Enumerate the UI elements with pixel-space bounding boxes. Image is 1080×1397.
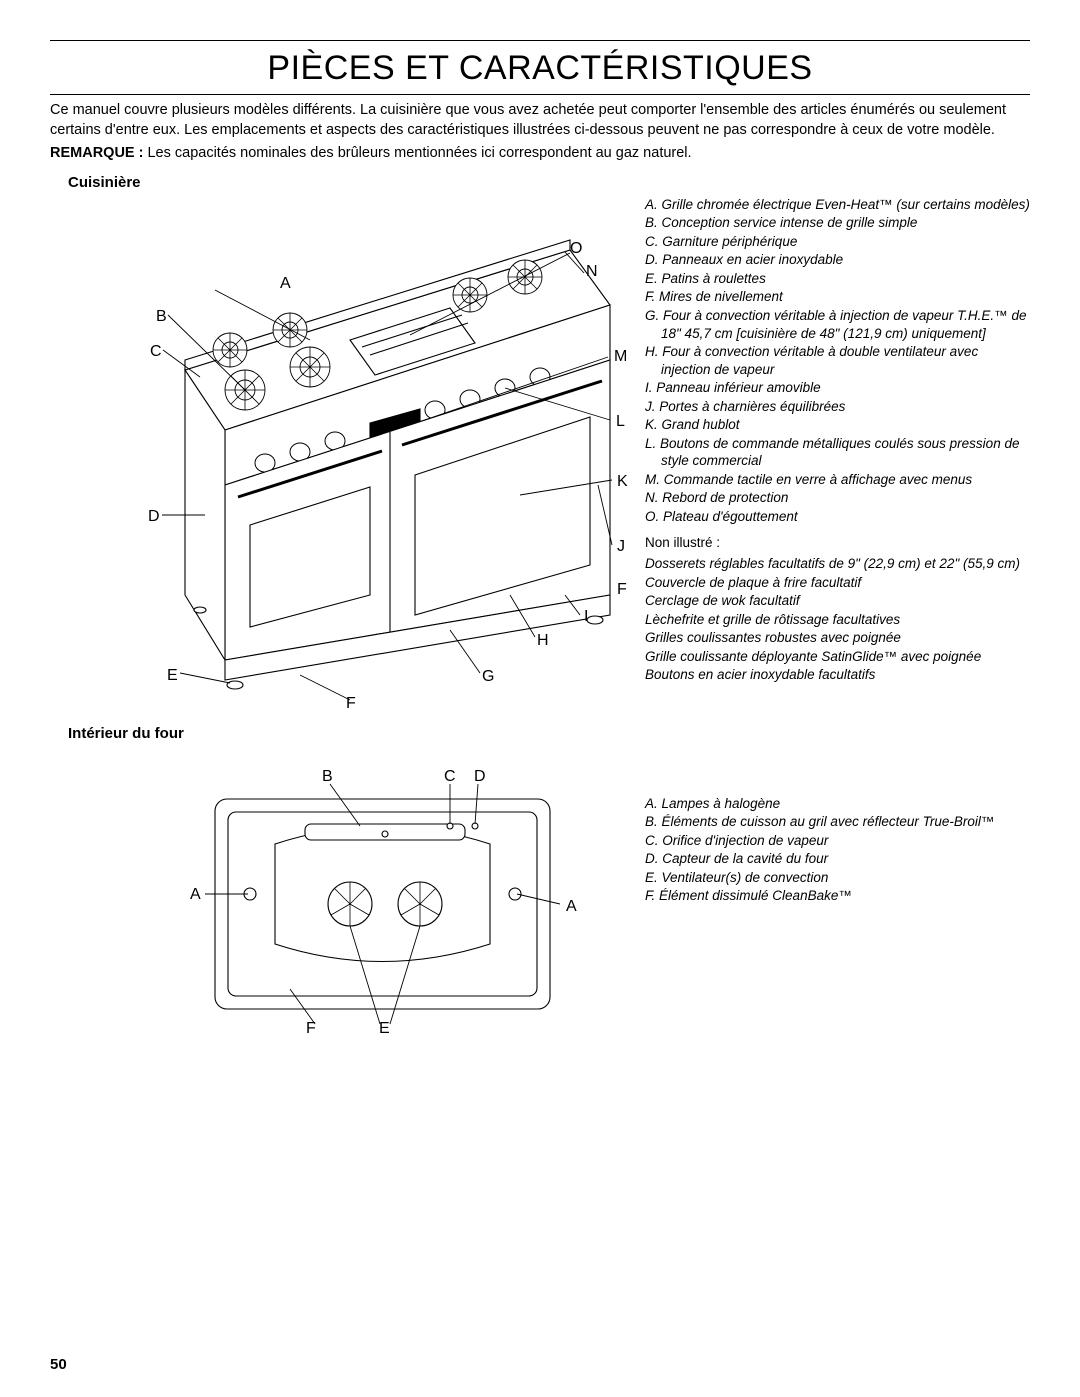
- legend-j: J. Portes à charnières équilibrées: [645, 398, 1030, 416]
- callout-d: D: [148, 508, 160, 526]
- callout-i: I: [584, 608, 588, 626]
- not-shown-b: Couvercle de plaque à frire facultatif: [645, 574, 1030, 592]
- callout-l: L: [616, 413, 625, 431]
- legend-k: K. Grand hublot: [645, 416, 1030, 434]
- callout-k: K: [617, 473, 628, 491]
- range-svg: [50, 195, 645, 715]
- legend-c: C. Garniture périphérique: [645, 233, 1030, 251]
- not-shown-d: Lèchefrite et grille de rôtissage facult…: [645, 611, 1030, 629]
- callout-b: B: [156, 308, 167, 326]
- oven-legend-a: A. Lampes à halogène: [645, 795, 1030, 813]
- oven-legend-d: D. Capteur de la cavité du four: [645, 850, 1030, 868]
- oven-row: A A B C D E F A. Lampes à halogène B. Él…: [50, 754, 1030, 1044]
- callout-n: N: [586, 263, 598, 281]
- oven-legend: A. Lampes à halogène B. Éléments de cuis…: [645, 754, 1030, 906]
- not-shown-c: Cerclage de wok facultatif: [645, 592, 1030, 610]
- oven-callout-a: A: [190, 886, 201, 904]
- legend-h: H. Four à convection véritable à double …: [645, 343, 1030, 378]
- range-row: A B C D E F G H I F J K L M N O A. Grill…: [50, 195, 1030, 715]
- oven-svg: [50, 754, 645, 1044]
- oven-legend-c: C. Orifice d'injection de vapeur: [645, 832, 1030, 850]
- note-text: Les capacités nominales des brûleurs men…: [143, 145, 691, 161]
- callout-a: A: [280, 275, 291, 293]
- manual-page: PIÈCES ET CARACTÉRISTIQUES Ce manuel cou…: [0, 0, 1080, 1397]
- legend-e: E. Patins à roulettes: [645, 270, 1030, 288]
- callout-e: E: [167, 667, 178, 685]
- legend-f: F. Mires de nivellement: [645, 288, 1030, 306]
- legend-i: I. Panneau inférieur amovible: [645, 379, 1030, 397]
- not-shown-a: Dosserets réglables facultatifs de 9" (2…: [645, 555, 1030, 573]
- not-shown-f: Grille coulissante déployante SatinGlide…: [645, 648, 1030, 666]
- callout-g: G: [482, 668, 494, 686]
- page-number: 50: [50, 1356, 67, 1373]
- oven-callout-b: B: [322, 768, 333, 786]
- callout-f: F: [346, 695, 356, 713]
- callout-h: H: [537, 632, 549, 650]
- range-section-label: Cuisinière: [68, 174, 1030, 191]
- callout-c: C: [150, 343, 162, 361]
- oven-section-label: Intérieur du four: [68, 725, 1030, 742]
- callout-o: O: [570, 240, 582, 258]
- legend-n: N. Rebord de protection: [645, 489, 1030, 507]
- not-shown-label: Non illustré :: [645, 534, 1030, 552]
- legend-b: B. Conception service intense de grille …: [645, 214, 1030, 232]
- legend-o: O. Plateau d'égouttement: [645, 508, 1030, 526]
- range-diagram: A B C D E F G H I F J K L M N O: [50, 195, 645, 715]
- oven-callout-d: D: [474, 768, 486, 786]
- top-rule: [50, 40, 1030, 41]
- oven-legend-f: F. Élément dissimulé CleanBake™: [645, 887, 1030, 905]
- note-label: REMARQUE :: [50, 145, 143, 161]
- callout-j: J: [617, 538, 625, 556]
- range-diagram-col: A B C D E F G H I F J K L M N O: [50, 195, 645, 715]
- oven-diagram-col: A A B C D E F: [50, 754, 645, 1044]
- legend-g: G. Four à convection véritable à injecti…: [645, 307, 1030, 342]
- oven-callout-a2: A: [566, 898, 577, 916]
- range-legend: A. Grille chromée électrique Even-Heat™ …: [645, 195, 1030, 685]
- legend-m: M. Commande tactile en verre à affichage…: [645, 471, 1030, 489]
- note-paragraph: REMARQUE : Les capacités nominales des b…: [50, 144, 1030, 164]
- callout-m: M: [614, 348, 627, 366]
- oven-callout-f: F: [306, 1020, 316, 1038]
- oven-callout-c: C: [444, 768, 456, 786]
- legend-d: D. Panneaux en acier inoxydable: [645, 251, 1030, 269]
- title-rule: [50, 94, 1030, 95]
- page-title: PIÈCES ET CARACTÉRISTIQUES: [50, 49, 1030, 88]
- oven-legend-e: E. Ventilateur(s) de convection: [645, 869, 1030, 887]
- not-shown-e: Grilles coulissantes robustes avec poign…: [645, 629, 1030, 647]
- intro-paragraph: Ce manuel couvre plusieurs modèles diffé…: [50, 101, 1030, 140]
- legend-a: A. Grille chromée électrique Even-Heat™ …: [645, 196, 1030, 214]
- not-shown-g: Boutons en acier inoxydable facultatifs: [645, 666, 1030, 684]
- callout-f2: F: [617, 581, 627, 599]
- legend-l: L. Boutons de commande métalliques coulé…: [645, 435, 1030, 470]
- oven-diagram: A A B C D E F: [50, 754, 645, 1044]
- oven-legend-b: B. Éléments de cuisson au gril avec réfl…: [645, 813, 1030, 831]
- oven-callout-e: E: [379, 1020, 390, 1038]
